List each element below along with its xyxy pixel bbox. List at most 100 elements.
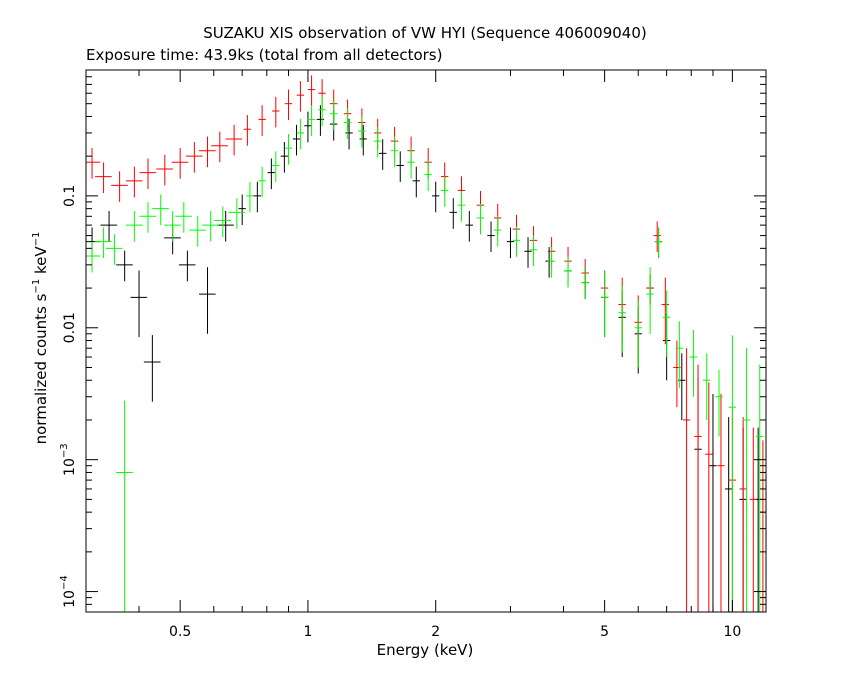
x-tick-label: 1 (303, 624, 312, 640)
data-point (284, 89, 293, 121)
data-point (694, 364, 702, 612)
tick-layer (85, 69, 766, 613)
data-point (214, 206, 231, 238)
y-axis-label: normalized counts s−1 keV−1 (31, 232, 50, 445)
data-point (702, 353, 711, 420)
y-tick-label: 0.01 (62, 312, 78, 343)
data-point (292, 124, 301, 156)
data-point (86, 241, 101, 273)
series-layer (86, 75, 766, 612)
data-point (125, 210, 143, 242)
data-point (116, 250, 133, 282)
data-point (189, 215, 206, 247)
data-point (728, 335, 737, 612)
data-point (756, 364, 764, 612)
data-point (662, 290, 671, 358)
data-point (164, 210, 181, 242)
tick-label-layer: 0.5 1 2 5 10 10−4 10−3 0.01 0.1 (59, 185, 741, 640)
chart-subtitle: Exposure time: 43.9ks (total from all de… (86, 46, 442, 64)
data-point (130, 270, 148, 338)
data-point (689, 330, 698, 397)
data-point (705, 382, 713, 612)
data-point (581, 268, 589, 300)
data-point (316, 105, 325, 136)
data-point (396, 151, 404, 182)
data-point (431, 181, 440, 213)
data-point (139, 202, 157, 233)
y-tick-label: 10−4 (59, 575, 78, 608)
data-point (100, 210, 118, 242)
data-point (143, 335, 161, 402)
data-point (715, 369, 723, 437)
data-point (246, 181, 254, 213)
data-point (465, 210, 473, 242)
data-point (105, 234, 123, 265)
data-point (661, 277, 669, 345)
data-point (476, 203, 485, 235)
y-tick-label: 0.1 (62, 185, 78, 207)
data-point (156, 154, 173, 186)
x-tick-label: 0.5 (169, 624, 191, 640)
data-point (600, 270, 609, 338)
data-point (175, 202, 192, 233)
data-point (440, 176, 449, 207)
y-axis-label-prefix: normalized counts s (32, 293, 50, 444)
data-point (457, 191, 466, 222)
data-point (258, 105, 266, 136)
data-point (258, 166, 266, 198)
data-point (407, 148, 415, 179)
data-point (125, 166, 143, 198)
data-point (329, 99, 338, 131)
data-point (304, 111, 312, 143)
data-point (524, 237, 532, 268)
data-point (506, 227, 515, 259)
data-point (238, 194, 246, 226)
y-axis-label-exp1: −1 (31, 279, 42, 294)
data-point (739, 417, 747, 612)
data-point (343, 108, 352, 139)
data-point (618, 285, 626, 353)
data-point (564, 256, 572, 288)
series-2 (86, 95, 764, 612)
data-point (634, 300, 642, 368)
data-point (116, 400, 133, 612)
data-point (272, 151, 280, 182)
data-point (86, 148, 101, 179)
data-point (547, 246, 556, 278)
data-point (494, 215, 502, 247)
data-point (307, 75, 316, 107)
data-point (373, 126, 382, 158)
data-point (749, 427, 757, 612)
data-point (412, 166, 420, 198)
data-point (139, 158, 157, 190)
x-tick-label: 10 (723, 624, 741, 640)
data-point (654, 227, 663, 259)
data-point (267, 158, 276, 190)
data-point (512, 226, 521, 257)
data-point (228, 198, 245, 229)
data-point (217, 210, 234, 242)
data-point (709, 393, 717, 612)
data-point (529, 235, 538, 267)
y-tick-label: 10−3 (59, 443, 78, 476)
y-axis-label-exp2: −1 (31, 232, 42, 247)
data-point (487, 221, 495, 253)
data-point (284, 134, 293, 165)
x-tick-label: 2 (431, 624, 440, 640)
data-point (742, 348, 751, 612)
data-point (272, 96, 280, 128)
data-point (199, 136, 216, 168)
x-tick-label: 5 (600, 624, 609, 640)
data-point (318, 95, 326, 127)
data-point (345, 118, 353, 150)
data-point (682, 348, 691, 612)
data-point (178, 250, 196, 282)
data-point (653, 221, 661, 253)
data-point (199, 267, 216, 334)
data-point (646, 267, 654, 334)
data-point (280, 142, 289, 173)
data-point (390, 136, 399, 168)
data-point (111, 171, 128, 202)
data-point (202, 210, 219, 242)
